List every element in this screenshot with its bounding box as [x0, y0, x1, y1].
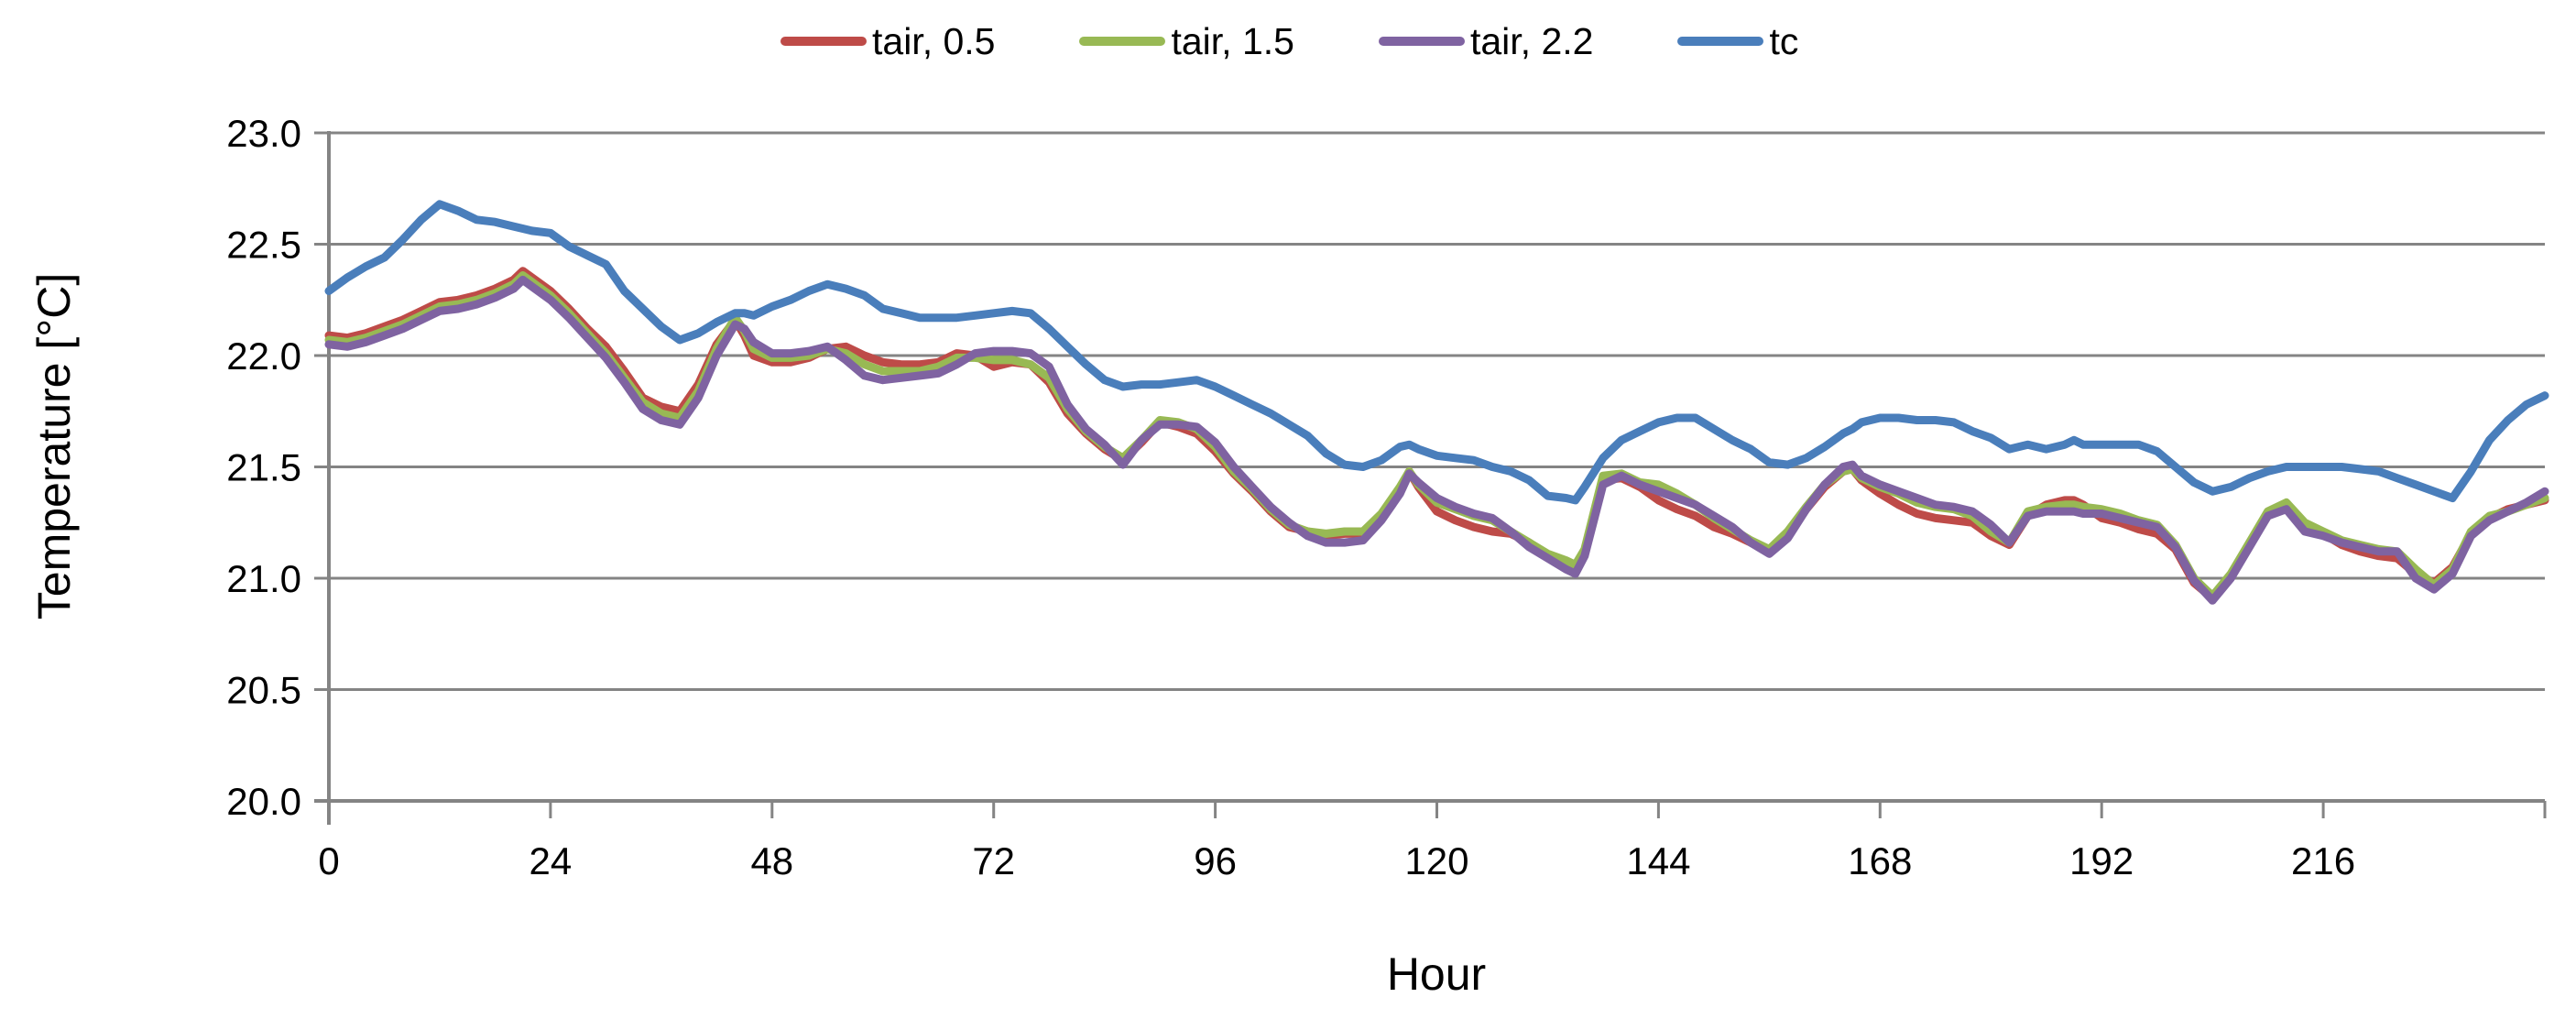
- legend-line-swatch: [1079, 37, 1166, 46]
- x-tick-label: 48: [750, 839, 793, 882]
- legend-line-swatch: [1677, 37, 1764, 46]
- legend-line-swatch: [1378, 37, 1465, 46]
- y-tick-label: 21.0: [226, 557, 301, 600]
- y-tick-label: 20.0: [226, 780, 301, 823]
- x-tick-label: 96: [1194, 839, 1237, 882]
- series-line-tair-0-5: [324, 267, 2549, 603]
- x-tick-label: 24: [529, 839, 573, 882]
- y-tick-label: 22.0: [226, 334, 301, 378]
- legend-label: tair, 2.2: [1469, 19, 1594, 62]
- legend-label: tc: [1769, 19, 1799, 62]
- series-line-tc: [324, 200, 2549, 505]
- x-tick-label: 168: [1848, 839, 1912, 882]
- legend: tair, 0.5 tair, 1.5 tair, 2.2 tc: [780, 18, 1798, 64]
- legend-item-tair-2-2: tair, 2.2: [1378, 19, 1594, 62]
- legend-item-tair-1-5: tair, 1.5: [1079, 19, 1294, 62]
- legend-line-swatch: [780, 37, 867, 46]
- x-tick-label: 192: [2069, 839, 2134, 882]
- y-tick-label: 21.5: [226, 446, 301, 489]
- legend-item-tc: tc: [1677, 19, 1799, 62]
- y-axis-title: Temperature [°C]: [28, 272, 80, 620]
- y-tick-label: 20.5: [226, 669, 301, 712]
- legend-label: tair, 1.5: [1171, 19, 1294, 62]
- x-tick-label: 72: [972, 839, 1015, 882]
- x-tick-label: 0: [318, 839, 339, 882]
- x-tick-label: 120: [1404, 839, 1468, 882]
- y-tick-label: 23.0: [226, 112, 301, 155]
- x-tick-label: 216: [2291, 839, 2355, 882]
- y-tick-label: 22.5: [226, 224, 301, 267]
- x-axis-title: Hour: [1386, 948, 1487, 1000]
- series-line-tair-2-2: [324, 275, 2549, 605]
- x-tick-label: 144: [1626, 839, 1690, 882]
- legend-label: tair, 0.5: [872, 19, 996, 62]
- legend-item-tair-0-5: tair, 0.5: [780, 19, 996, 62]
